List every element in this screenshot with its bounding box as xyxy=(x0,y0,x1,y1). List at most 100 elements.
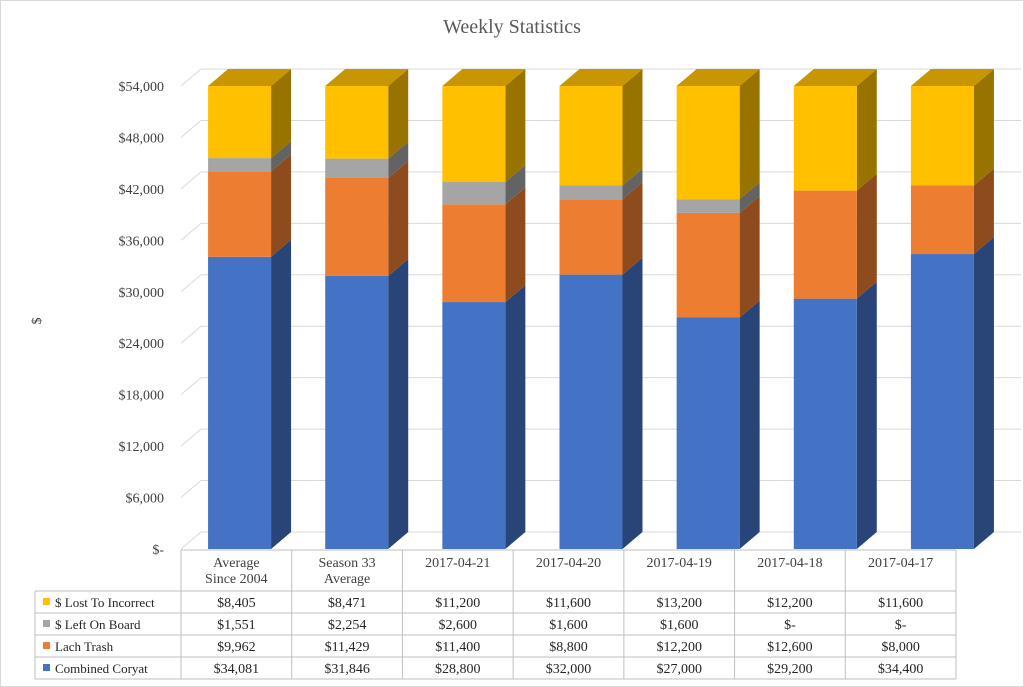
bars xyxy=(208,69,994,549)
category-label: Average xyxy=(324,572,370,587)
legend-label: Combined Coryat xyxy=(55,661,148,676)
bar-segment xyxy=(208,171,272,257)
bar-segment-side xyxy=(505,187,526,303)
bar-segment xyxy=(325,86,389,159)
bar-segment-side xyxy=(739,182,760,213)
gridline-diagonal xyxy=(180,274,202,293)
category-label: 2017-04-18 xyxy=(757,556,822,571)
bar-top xyxy=(559,69,643,86)
gridline-diagonal xyxy=(180,531,202,550)
gridline-diagonal xyxy=(180,480,202,498)
y-axis-ticks: $- $6,000 $12,000 $18,000 $24,000 $30,000 $36,… xyxy=(119,80,165,558)
bar-segment-side xyxy=(622,257,643,549)
gridline-diagonal xyxy=(180,222,202,241)
y-tick-label: $36,000 xyxy=(119,234,165,249)
table-cell-value: $1,600 xyxy=(660,618,699,633)
bar-segment-side xyxy=(388,141,409,178)
bar-segment xyxy=(325,177,389,276)
bar-segment xyxy=(442,182,506,205)
bar-segment xyxy=(442,302,506,549)
legend-swatch xyxy=(43,620,50,627)
table-cell-value: $27,000 xyxy=(656,662,702,677)
bar-segment xyxy=(325,275,389,549)
bar-segment-side xyxy=(388,69,409,159)
bar-segment xyxy=(208,256,272,549)
legend-label: Lach Trash xyxy=(55,639,114,654)
table-cell-value: $12,200 xyxy=(767,596,813,611)
table-cell-value: $11,429 xyxy=(325,640,370,655)
bar-segment xyxy=(208,158,272,172)
bar-segment xyxy=(676,317,740,549)
table-cell-value: $8,471 xyxy=(328,596,367,611)
bar-top xyxy=(910,69,994,86)
bar-segment-side xyxy=(271,239,292,549)
bar-segment-side xyxy=(622,69,643,186)
bar-segment-side xyxy=(739,195,760,318)
y-tick-label: $30,000 xyxy=(119,286,165,301)
bar-top xyxy=(208,69,292,87)
bar-segment-side xyxy=(856,69,877,191)
bar-segment xyxy=(676,86,740,200)
category-label: 2017-04-21 xyxy=(425,556,490,571)
bar-segment xyxy=(793,190,857,299)
bar-segment xyxy=(559,274,623,549)
bar-segment-side xyxy=(739,69,760,200)
bar-segment xyxy=(442,204,506,303)
bar-segment-side xyxy=(271,141,292,172)
category-label: Season 33 xyxy=(318,556,375,571)
table-cell-value: $2,254 xyxy=(328,618,367,633)
table-cell-value: $31,846 xyxy=(324,662,370,677)
bar-segment-side xyxy=(973,168,994,255)
category-label: Since 2004 xyxy=(205,572,268,587)
table-cell-value: $12,600 xyxy=(767,640,813,655)
table-cell-value: $11,200 xyxy=(435,596,480,611)
table-cell-value: $- xyxy=(895,618,907,633)
legend-swatch xyxy=(43,642,50,649)
bar-segment-side xyxy=(622,168,643,200)
category-label: 2017-04-17 xyxy=(868,556,933,571)
legend-swatch xyxy=(43,664,50,671)
bar-segment-side xyxy=(388,160,409,276)
bar-segment-side xyxy=(388,258,409,549)
bar-segment-side xyxy=(856,173,877,299)
bar-segment-side xyxy=(271,154,292,257)
bar-segment xyxy=(793,86,857,191)
legend-label: $ Left On Board xyxy=(55,617,141,632)
bar-segment-side xyxy=(973,237,994,549)
bar-segment xyxy=(793,298,857,549)
bar-segment xyxy=(208,86,272,159)
category-label: Average xyxy=(213,556,259,571)
bar-segment xyxy=(442,86,506,183)
table-cell-value: $1,551 xyxy=(217,618,256,633)
bar-segment xyxy=(676,199,740,213)
gridline-diagonal xyxy=(180,171,202,190)
gridline-diagonal xyxy=(180,325,202,344)
table-cell-value: $8,000 xyxy=(881,640,920,655)
bar-segment-side xyxy=(505,285,526,549)
table-cell-value: $- xyxy=(784,618,796,633)
y-tick-label: $- xyxy=(152,543,164,558)
gridline-diagonal xyxy=(180,120,202,138)
table-cell-value: $28,800 xyxy=(435,662,481,677)
y-tick-label: $24,000 xyxy=(119,337,165,352)
table-cell-value: $11,600 xyxy=(878,596,923,611)
table-cell-value: $11,600 xyxy=(546,596,591,611)
category-label: 2017-04-20 xyxy=(536,556,601,571)
bar-top xyxy=(793,69,877,86)
y-tick-label: $18,000 xyxy=(119,389,165,404)
table-cell-value: $2,600 xyxy=(439,618,478,633)
bar-segment-side xyxy=(505,165,526,205)
bar-segment xyxy=(910,185,974,255)
bar-top xyxy=(676,69,760,86)
bar-segment-side xyxy=(739,300,760,549)
bar-segment xyxy=(559,199,623,275)
table-cell-value: $34,081 xyxy=(214,662,260,677)
bar-segment-side xyxy=(856,281,877,549)
y-tick-label: $54,000 xyxy=(119,80,165,95)
table-cell-value: $8,405 xyxy=(217,596,256,611)
table-cell-value: $34,400 xyxy=(878,662,924,677)
bar-segment xyxy=(325,158,389,178)
